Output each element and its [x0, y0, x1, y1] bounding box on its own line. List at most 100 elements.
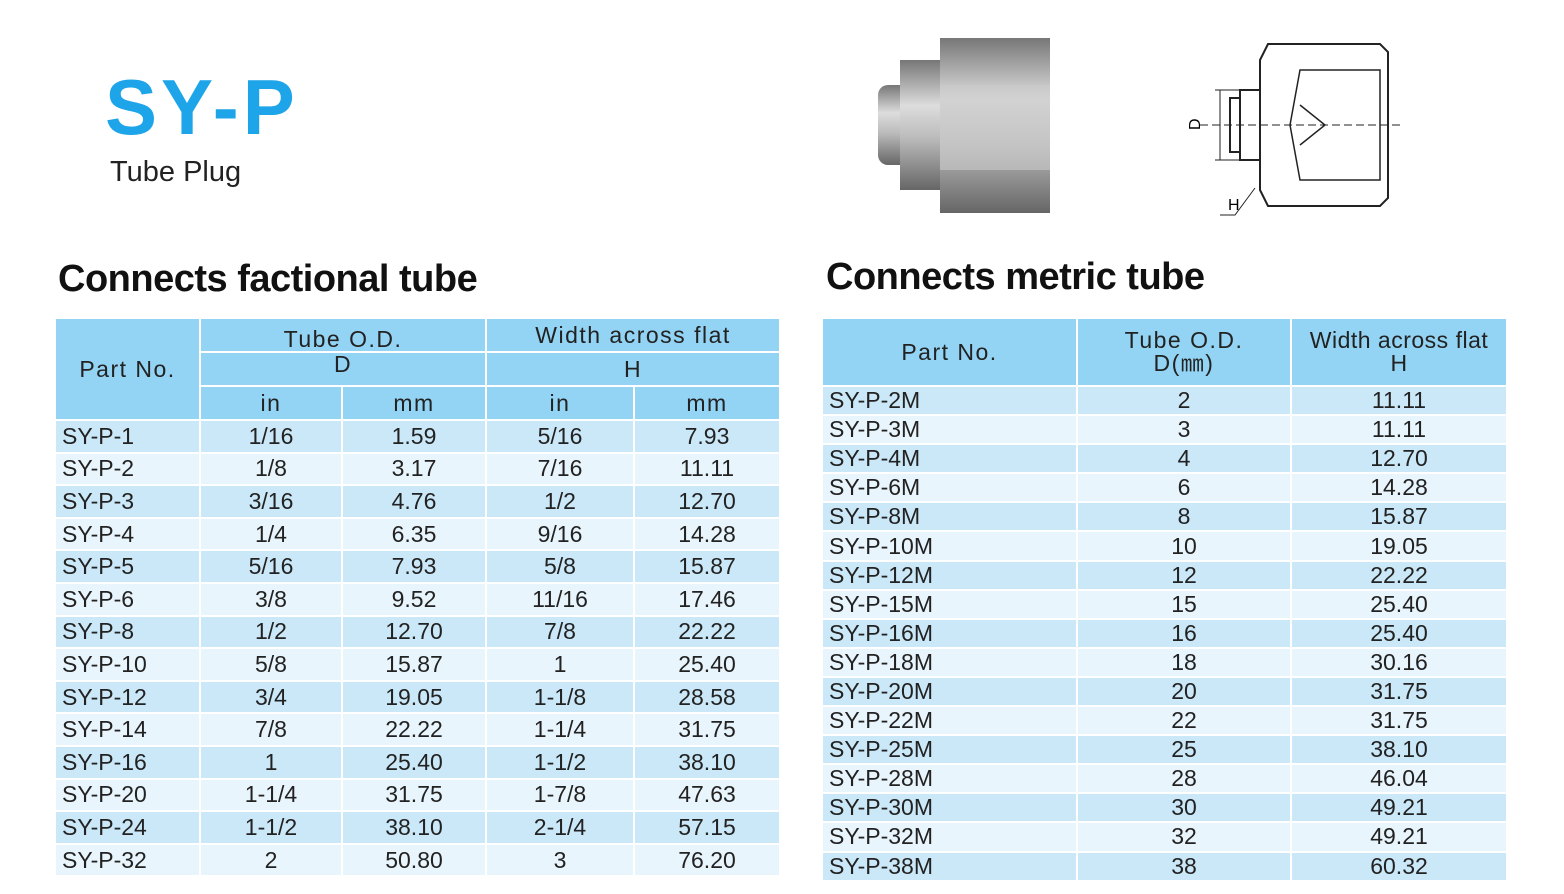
- part-number: SY-P-12: [54, 679, 201, 715]
- value-cell: 22.22: [341, 712, 487, 747]
- value-cell: 2: [199, 842, 343, 878]
- part-number: SY-P-14: [54, 712, 201, 747]
- table-row: SY-P-24 1-1/2 38.10 2-1/4 57.15: [54, 810, 781, 845]
- table-row: SY-P-8 1/2 12.70 7/8 22.22: [54, 614, 781, 650]
- part-number: SY-P-10: [54, 647, 201, 682]
- value-cell: 22.22: [1290, 559, 1508, 591]
- value-cell: 22.22: [633, 614, 781, 650]
- value-cell: 32: [1076, 821, 1292, 853]
- part-number: SY-P-4M: [821, 443, 1078, 475]
- value-cell: 10: [1076, 530, 1292, 562]
- value-cell: 50.80: [341, 842, 487, 878]
- value-cell: 1/8: [199, 451, 343, 487]
- value-cell: 11.11: [633, 451, 781, 487]
- table-row: SY-P-20M 20 31.75: [821, 675, 1508, 708]
- value-cell: 2-1/4: [485, 810, 635, 845]
- value-cell: 1.59: [341, 419, 487, 454]
- value-cell: 8: [1076, 501, 1292, 533]
- value-cell: 38.10: [1290, 734, 1508, 766]
- value-cell: 38.10: [633, 744, 781, 780]
- value-cell: 30.16: [1290, 646, 1508, 678]
- value-cell: 1-1/2: [199, 810, 343, 845]
- value-cell: 1/2: [485, 484, 635, 519]
- value-cell: 18: [1076, 646, 1292, 678]
- value-cell: 25.40: [1290, 588, 1508, 620]
- part-number: SY-P-18M: [821, 646, 1078, 678]
- part-number: SY-P-5: [54, 549, 201, 584]
- part-number: SY-P-4: [54, 516, 201, 552]
- value-cell: 6: [1076, 472, 1292, 504]
- table-row: SY-P-18M 18 30.16: [821, 646, 1508, 678]
- part-number: SY-P-2: [54, 451, 201, 487]
- table-row: SY-P-1 1/16 1.59 5/16 7.93: [54, 419, 781, 454]
- table-row: SY-P-10 5/8 15.87 1 25.40: [54, 647, 781, 682]
- value-cell: 15.87: [341, 647, 487, 682]
- value-cell: 16: [1076, 617, 1292, 649]
- value-cell: 28: [1076, 763, 1292, 795]
- header-text: Tube O.D.: [1124, 327, 1244, 353]
- value-cell: 30: [1076, 792, 1292, 824]
- value-cell: 38: [1076, 850, 1292, 882]
- value-cell: 1/16: [199, 419, 343, 454]
- header-text: H: [1390, 350, 1408, 376]
- value-cell: 12: [1076, 559, 1292, 591]
- value-cell: 49.21: [1290, 792, 1508, 824]
- table-row: SY-P-22M 22 31.75: [821, 705, 1508, 737]
- value-cell: 3/16: [199, 484, 343, 519]
- value-cell: 1-1/4: [199, 777, 343, 813]
- part-number: SY-P-15M: [821, 588, 1078, 620]
- header-cell: Part No.: [54, 317, 201, 421]
- value-cell: 31.75: [1290, 705, 1508, 737]
- product-illustrations: D H: [878, 38, 1400, 216]
- part-number: SY-P-8: [54, 614, 201, 650]
- value-cell: 7.93: [341, 549, 487, 584]
- part-number: SY-P-6M: [821, 472, 1078, 504]
- part-number: SY-P-20M: [821, 675, 1078, 708]
- table-row: SY-P-16M 16 25.40: [821, 617, 1508, 649]
- table-row: SY-P-28M 28 46.04: [821, 763, 1508, 795]
- part-number: SY-P-1: [54, 419, 201, 454]
- value-cell: 25.40: [1290, 617, 1508, 649]
- value-cell: 76.20: [633, 842, 781, 878]
- part-number: SY-P-32: [54, 842, 201, 878]
- product-code: SY-P: [105, 63, 299, 151]
- table-row: SY-P-6 3/8 9.52 11/16 17.46: [54, 581, 781, 617]
- part-number: SY-P-12M: [821, 559, 1078, 591]
- value-cell: 15.87: [1290, 501, 1508, 533]
- part-number: SY-P-8M: [821, 501, 1078, 533]
- value-cell: 25: [1076, 734, 1292, 766]
- section-title: Connects factional tube: [58, 258, 478, 300]
- unit-cell: in: [485, 385, 635, 421]
- value-cell: 12.70: [633, 484, 781, 519]
- value-cell: 1-1/2: [485, 744, 635, 780]
- table-row: SY-P-12 3/4 19.05 1-1/8 28.58: [54, 679, 781, 715]
- value-cell: 3: [1076, 414, 1292, 446]
- table-row: SY-P-25M 25 38.10: [821, 734, 1508, 766]
- value-cell: 47.63: [633, 777, 781, 813]
- value-cell: 7.93: [633, 419, 781, 454]
- part-number: SY-P-3M: [821, 414, 1078, 446]
- header-cell: D: [199, 351, 487, 387]
- value-cell: 1-1/4: [485, 712, 635, 747]
- value-cell: 31.75: [341, 777, 487, 813]
- value-cell: 28.58: [633, 679, 781, 715]
- table-row: SY-P-38M 38 60.32: [821, 850, 1508, 882]
- header-cell: Width across flat H: [1290, 317, 1508, 387]
- value-cell: 5/16: [485, 419, 635, 454]
- unit-cell: mm: [341, 385, 487, 421]
- unit-cell: mm: [633, 385, 781, 421]
- value-cell: 3: [485, 842, 635, 878]
- part-number: SY-P-16: [54, 744, 201, 780]
- value-cell: 49.21: [1290, 821, 1508, 853]
- value-cell: 7/8: [485, 614, 635, 650]
- value-cell: 5/16: [199, 549, 343, 584]
- part-number: SY-P-6: [54, 581, 201, 617]
- header-cell: Width across flat: [485, 317, 781, 353]
- table-row: SY-P-3M 3 11.11: [821, 414, 1508, 446]
- table-row: SY-P-4M 4 12.70: [821, 443, 1508, 475]
- value-cell: 3/4: [199, 679, 343, 715]
- part-number: SY-P-32M: [821, 821, 1078, 853]
- value-cell: 31.75: [633, 712, 781, 747]
- dimension-label: H: [1228, 197, 1240, 214]
